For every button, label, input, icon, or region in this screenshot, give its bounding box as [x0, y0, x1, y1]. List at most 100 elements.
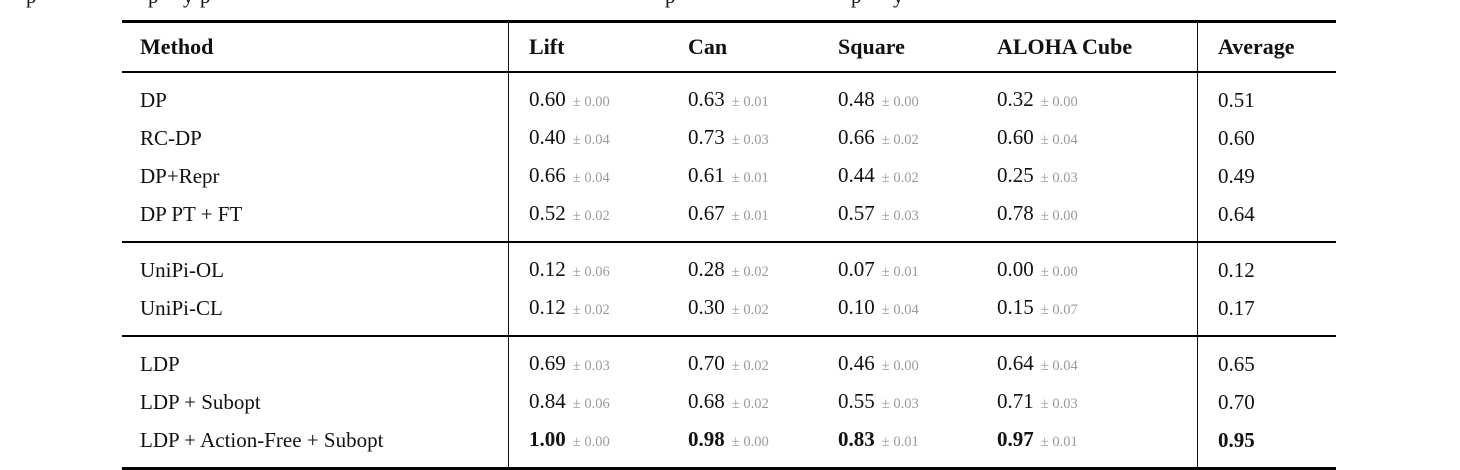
value-cell: 0.52 ± 0.02 [508, 195, 668, 241]
method-cell: UniPi-OL [122, 241, 508, 289]
mean-value: 0.66 [838, 124, 875, 149]
mean-value: 0.44 [838, 162, 875, 187]
average-cell: 0.17 [1197, 289, 1336, 335]
value-cell: 0.73 ± 0.03 [668, 119, 818, 157]
mean-value: 0.61 [688, 162, 725, 187]
value-cell: 0.32 ± 0.00 [977, 73, 1197, 119]
value-cell: 0.07 ± 0.01 [818, 241, 977, 289]
average-cell: 0.70 [1197, 383, 1336, 421]
mean-value: 0.10 [838, 294, 875, 319]
mean-value: 0.73 [688, 124, 725, 149]
std-value: ± 0.00 [881, 93, 919, 110]
value-cell: 0.40 ± 0.04 [508, 119, 668, 157]
average-value: 0.65 [1218, 352, 1255, 376]
average-value: 0.70 [1218, 390, 1255, 414]
value-cell: 0.46 ± 0.00 [818, 335, 977, 383]
value-cell: 1.00 ± 0.00 [508, 421, 668, 470]
average-value: 0.17 [1218, 296, 1255, 320]
mean-value: 0.32 [997, 86, 1034, 111]
std-value: ± 0.04 [572, 131, 610, 148]
std-value: ± 0.00 [1040, 263, 1078, 280]
value-cell: 0.57 ± 0.03 [818, 195, 977, 241]
std-value: ± 0.04 [1040, 131, 1078, 148]
table-row: UniPi-CL 0.12 ± 0.02 0.30 ± 0.02 0.10 ± 0.04 0.… [122, 289, 1336, 335]
average-cell: 0.51 [1197, 73, 1336, 119]
mean-value: 0.60 [997, 124, 1034, 149]
value-cell: 0.66 ± 0.02 [818, 119, 977, 157]
method-cell: DP+Repr [140, 164, 220, 188]
mean-value: 0.63 [688, 86, 725, 111]
average-value: 0.95 [1218, 428, 1255, 452]
value-cell: 0.61 ± 0.01 [668, 157, 818, 195]
std-value: ± 0.03 [572, 357, 610, 374]
std-value: ± 0.03 [1040, 169, 1078, 186]
column-header-can: Can [668, 20, 818, 73]
value-cell: 0.48 ± 0.00 [818, 73, 977, 119]
average-value: 0.60 [1218, 126, 1255, 150]
table-row: DP PT + FT 0.52 ± 0.02 0.67 ± 0.01 0.57 ± 0.03… [122, 195, 1336, 241]
std-value: ± 0.01 [881, 263, 919, 280]
std-value: ± 0.02 [731, 357, 769, 374]
table-row: UniPi-OL 0.12 ± 0.06 0.28 ± 0.02 0.07 ± 0.01 0.… [122, 241, 1336, 289]
value-cell: 0.84 ± 0.06 [508, 383, 668, 421]
caption-descender-glyph: y [893, 0, 904, 8]
std-value: ± 0.02 [572, 207, 610, 224]
value-cell: 0.71 ± 0.03 [977, 383, 1197, 421]
average-value: 0.64 [1218, 202, 1255, 226]
method-cell: LDP [122, 335, 508, 383]
method-cell: DP [140, 88, 167, 112]
mean-value: 0.66 [529, 162, 566, 187]
mean-value: 0.12 [529, 294, 566, 319]
value-cell: 0.60 ± 0.00 [508, 73, 668, 119]
table-row: DP+Repr 0.66 ± 0.04 0.61 ± 0.01 0.44 ± 0.02 0.2… [122, 157, 1336, 195]
std-value: ± 0.03 [881, 395, 919, 412]
std-value: ± 0.02 [731, 395, 769, 412]
mean-value: 0.30 [688, 294, 725, 319]
table-row: LDP + Subopt 0.84 ± 0.06 0.68 ± 0.02 0.55 ± 0.… [122, 383, 1336, 421]
method-cell: RC-DP [140, 126, 202, 150]
caption-descender-glyph: y [183, 0, 194, 8]
mean-value: 0.28 [688, 256, 725, 281]
average-cell: 0.60 [1197, 119, 1336, 157]
std-value: ± 0.01 [731, 207, 769, 224]
average-cell: 0.95 [1197, 421, 1336, 470]
std-value: ± 0.01 [731, 93, 769, 110]
value-cell: 0.12 ± 0.06 [508, 241, 668, 289]
value-cell: 0.12 ± 0.02 [508, 289, 668, 335]
value-cell: 0.70 ± 0.02 [668, 335, 818, 383]
std-value: ± 0.03 [1040, 395, 1078, 412]
std-value: ± 0.04 [881, 301, 919, 318]
row-group-1: DP 0.60 ± 0.00 0.63 ± 0.01 0.48 ± 0.00 0.32 ± 0.… [122, 73, 1336, 241]
value-cell: 0.64 ± 0.04 [977, 335, 1197, 383]
mean-value: 0.55 [838, 388, 875, 413]
mean-value: 0.97 [997, 426, 1034, 451]
value-cell: 0.55 ± 0.03 [818, 383, 977, 421]
method-cell: DP PT + FT [140, 202, 243, 226]
value-cell: 0.28 ± 0.02 [668, 241, 818, 289]
caption-descender-glyph: p [148, 0, 159, 8]
mean-value: 0.40 [529, 124, 566, 149]
column-header-square: Square [818, 20, 977, 73]
value-cell: 0.44 ± 0.02 [818, 157, 977, 195]
mean-value: 0.12 [529, 256, 566, 281]
std-value: ± 0.03 [881, 207, 919, 224]
std-value: ± 0.02 [881, 169, 919, 186]
average-cell: 0.64 [1197, 195, 1336, 241]
table-header: Method Lift Can Square ALOHA Cube Average [122, 20, 1336, 73]
mean-value: 0.98 [688, 426, 725, 451]
value-cell: 0.66 ± 0.04 [508, 157, 668, 195]
row-group-3: LDP 0.69 ± 0.03 0.70 ± 0.02 0.46 ± 0.00 0.64 ± 0… [122, 335, 1336, 470]
column-header-aloha-cube: ALOHA Cube [977, 20, 1197, 73]
value-cell: 0.15 ± 0.07 [977, 289, 1197, 335]
mean-value: 0.64 [997, 350, 1034, 375]
header-row: Method Lift Can Square ALOHA Cube Average [122, 20, 1336, 73]
mean-value: 0.15 [997, 294, 1034, 319]
value-cell: 0.67 ± 0.01 [668, 195, 818, 241]
table-row: RC-DP 0.40 ± 0.04 0.73 ± 0.03 0.66 ± 0.02 0.60 ±… [122, 119, 1336, 157]
std-value: ± 0.01 [731, 169, 769, 186]
caption-descender-glyph: p [665, 0, 676, 8]
value-cell: 0.69 ± 0.03 [508, 335, 668, 383]
std-value: ± 0.03 [731, 131, 769, 148]
value-cell: 0.83 ± 0.01 [818, 421, 977, 470]
mean-value: 1.00 [529, 426, 566, 451]
